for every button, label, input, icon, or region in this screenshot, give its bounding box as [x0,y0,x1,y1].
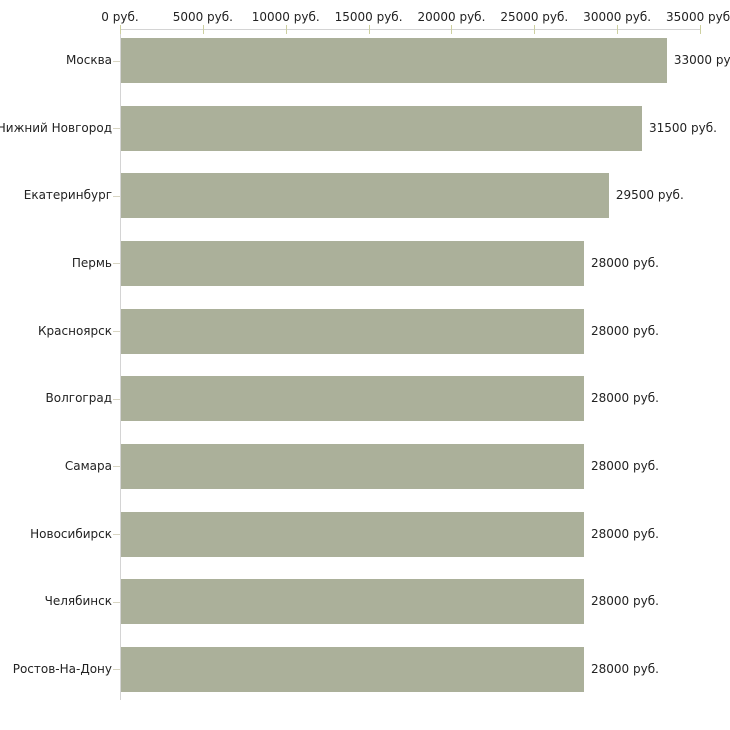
value-label: 28000 руб. [591,594,659,609]
value-label: 31500 руб. [649,120,717,135]
category-label: Челябинск [44,594,112,609]
value-label: 28000 руб. [591,255,659,270]
category-tick-mark [113,331,120,332]
bar-3 [121,173,609,219]
x-axis-tick-label: 10000 руб. [251,10,320,24]
value-label: 28000 руб. [591,458,659,473]
category-tick-mark [113,263,120,264]
value-label: 29500 руб. [615,188,684,203]
category-label: Москва [66,53,112,67]
bar-2 [121,105,642,151]
x-axis-tick-label: 25000 руб. [500,10,569,24]
bar-9 [121,579,584,625]
value-label: 33000 руб [673,53,730,67]
value-label: 28000 руб. [591,323,659,338]
x-axis-tick-label: 30000 руб. [583,10,652,24]
bar-4 [121,240,584,286]
x-axis-line [120,29,701,30]
x-axis-tick-label: 0 руб. [101,10,139,24]
bar-6 [121,376,584,422]
category-label: Волгоград [45,391,112,406]
category-tick-mark [113,196,120,197]
x-axis-tick-mark [202,25,204,34]
x-axis-tick-label: 5000 руб. [172,10,233,24]
category-label: Ростов-На-Дону [12,661,112,676]
x-axis-tick-mark [451,25,453,34]
category-label: Самара [64,458,112,473]
category-tick-mark [113,399,120,400]
category-label: Новосибирск [30,526,112,541]
x-axis-tick-mark [617,25,619,34]
value-label: 28000 руб. [591,661,659,676]
category-label: Красноярск [38,323,112,338]
x-axis-tick-mark [700,25,701,34]
category-tick-mark [113,128,120,129]
category-tick-mark [113,669,120,670]
x-axis-tick-mark [368,25,370,34]
x-axis-tick-label: 15000 руб. [334,10,403,24]
bar-1 [121,38,667,83]
x-axis-tick-mark [120,25,121,34]
category-label: Нижний Новгород [0,120,112,135]
bar-10 [121,646,584,692]
category-label: Екатеринбург [23,188,112,203]
x-axis-tick-label: 20000 руб. [417,10,486,24]
y-axis-line [120,29,121,700]
category-tick-mark [113,466,120,467]
bar-5 [121,308,584,354]
bar-7 [121,443,584,489]
value-label: 28000 руб. [591,391,659,406]
category-tick-mark [113,534,120,535]
x-axis-tick-mark [534,25,536,34]
x-axis-tick-label: 35000 руб. [666,10,730,24]
value-label: 28000 руб. [591,526,659,541]
bar-8 [121,511,584,557]
category-tick-mark [113,602,120,603]
category-label: Пермь [71,255,112,270]
category-tick-mark [113,61,120,62]
x-axis-tick-mark [285,25,287,34]
